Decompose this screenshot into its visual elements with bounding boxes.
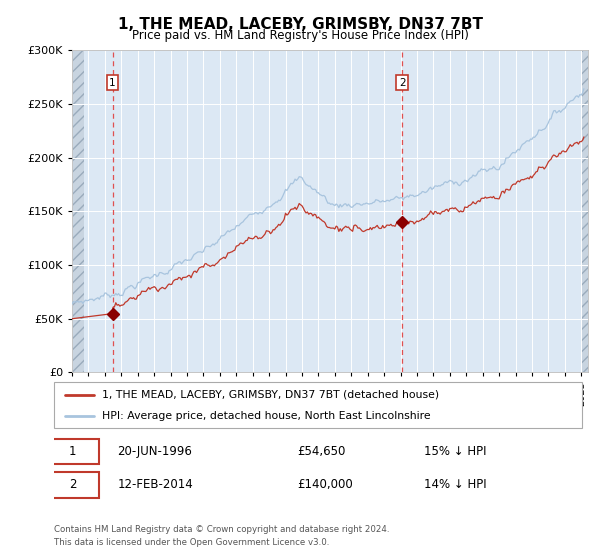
Text: Contains HM Land Registry data © Crown copyright and database right 2024.: Contains HM Land Registry data © Crown c… [54,525,389,534]
Text: 2: 2 [399,78,406,87]
Text: HPI: Average price, detached house, North East Lincolnshire: HPI: Average price, detached house, Nort… [101,411,430,421]
Text: 20-JUN-1996: 20-JUN-1996 [118,445,192,458]
Bar [581,50,588,372]
Text: 1: 1 [69,445,76,458]
Text: 1, THE MEAD, LACEBY, GRIMSBY, DN37 7BT (detached house): 1, THE MEAD, LACEBY, GRIMSBY, DN37 7BT (… [101,390,439,400]
Text: 1, THE MEAD, LACEBY, GRIMSBY, DN37 7BT: 1, THE MEAD, LACEBY, GRIMSBY, DN37 7BT [118,17,482,32]
FancyBboxPatch shape [46,472,99,498]
Text: 2: 2 [69,478,76,492]
Bar [72,50,84,372]
Text: £140,000: £140,000 [297,478,353,492]
Text: 1: 1 [109,78,116,87]
Text: This data is licensed under the Open Government Licence v3.0.: This data is licensed under the Open Gov… [54,538,329,547]
Text: 14% ↓ HPI: 14% ↓ HPI [424,478,486,492]
Text: £54,650: £54,650 [297,445,345,458]
Text: 12-FEB-2014: 12-FEB-2014 [118,478,193,492]
Text: Price paid vs. HM Land Registry's House Price Index (HPI): Price paid vs. HM Land Registry's House … [131,29,469,42]
Text: 15% ↓ HPI: 15% ↓ HPI [424,445,486,458]
FancyBboxPatch shape [46,438,99,464]
